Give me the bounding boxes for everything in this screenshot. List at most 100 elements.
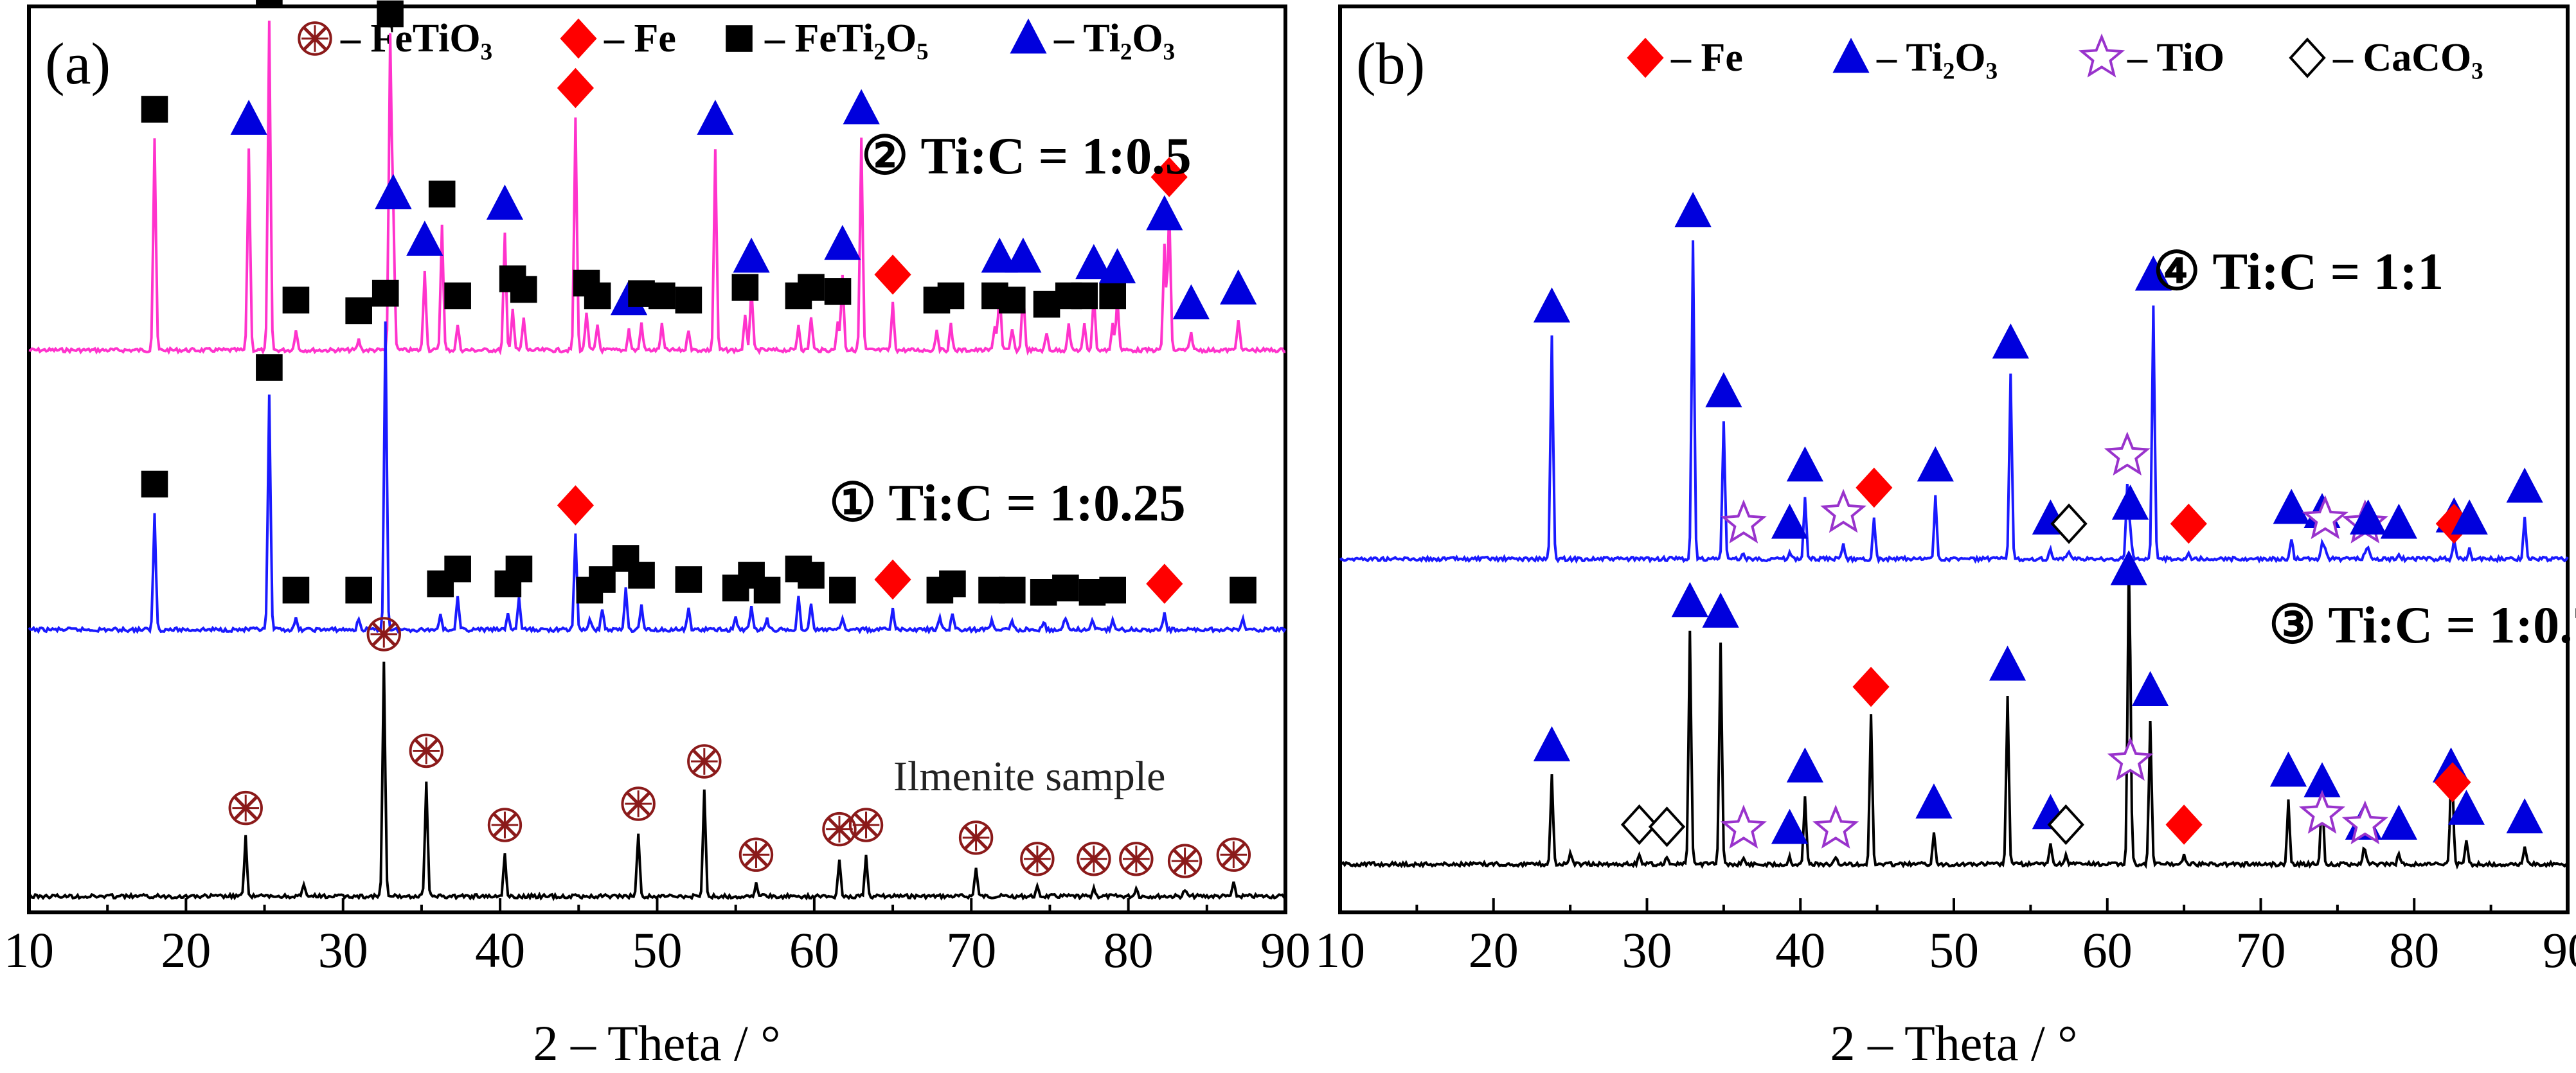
- legend-label-0-3: – Ti₂O₃: [1053, 17, 1175, 60]
- peak-marker-0-2-3: [409, 733, 443, 768]
- panel-b-frame: [1338, 4, 2570, 914]
- peak-marker-0-0-18: [648, 282, 675, 310]
- peak-marker-1-0-12: [2104, 431, 2151, 476]
- trace-0-1: [28, 321, 1287, 635]
- peak-marker-0-0-10: [486, 184, 524, 220]
- peak-marker-0-0-25: [824, 278, 852, 305]
- peak-marker-1-0-3: [1720, 499, 1767, 544]
- x-tick-label-1-1: 20: [1469, 922, 1519, 978]
- peak-marker-1-0-2: [1705, 372, 1742, 407]
- peak-marker-1-0-25: [2506, 467, 2543, 503]
- peak-marker-1-0-11: [2050, 503, 2088, 544]
- peak-marker-1-1-7: [1771, 808, 1809, 844]
- peak-marker-0-2-5: [621, 786, 656, 821]
- legend-marker-1-0: [1627, 37, 1664, 78]
- peak-marker-1-1-26: [2434, 762, 2471, 803]
- peak-marker-1-1-8: [1786, 747, 1824, 783]
- x-tick-label-0-4: 50: [632, 922, 683, 978]
- peak-marker-1-0-15: [2170, 503, 2207, 544]
- peak-marker-1-0-21: [2380, 503, 2417, 539]
- peak-marker-0-0-42: [1150, 157, 1188, 197]
- x-tick-label-1-4: 50: [1929, 922, 1979, 978]
- legend-label-0-2: – FeTi₂O₅: [764, 17, 929, 60]
- peak-marker-1-0-8: [1917, 446, 1954, 482]
- peak-marker-1-1-10: [1852, 666, 1890, 707]
- peak-marker-0-1-20: [829, 576, 856, 604]
- x-tick-label-1-7: 80: [2389, 922, 2439, 978]
- peak-marker-1-1-15: [2110, 550, 2147, 585]
- x-tick-label-1-3: 40: [1775, 922, 1825, 978]
- peak-marker-1-1-4: [1671, 581, 1708, 617]
- trace-1-0: [1339, 240, 2569, 565]
- peak-marker-0-2-14: [1167, 844, 1203, 878]
- panel-a: (a) – FeTiO₃ – Fe – FeTi₂O₅ – Ti₂O₃ ② Ti:C …: [4, 0, 1310, 1071]
- peak-marker-0-0-44: [1220, 269, 1257, 305]
- legend-label-1-3: – CaCO₃: [2332, 36, 2483, 80]
- peak-marker-0-2-11: [1020, 842, 1055, 876]
- peak-marker-0-0-33: [998, 287, 1026, 314]
- peak-marker-0-0-3: [282, 287, 310, 314]
- peak-marker-0-2-6: [687, 744, 722, 779]
- peak-marker-1-0-18: [2302, 495, 2348, 540]
- x-tick-label-1-5: 60: [2082, 922, 2133, 978]
- peak-marker-0-2-0: [228, 790, 263, 826]
- peak-marker-1-0-20: [2350, 499, 2387, 535]
- peak-marker-1-1-24: [2380, 804, 2417, 840]
- legend-marker-0-1: [560, 18, 597, 59]
- peak-marker-1-1-21: [2299, 790, 2345, 834]
- legend-marker-0-3: [1010, 18, 1047, 54]
- peak-marker-0-2-2: [366, 617, 401, 652]
- peak-marker-0-1-9: [557, 485, 595, 526]
- peak-marker-0-1-13: [628, 562, 655, 589]
- x-tick-label-0-5: 60: [789, 922, 839, 978]
- peak-marker-1-0-1: [1674, 191, 1712, 227]
- peak-marker-1-1-17: [2132, 671, 2169, 706]
- legend-label-0-0: – FeTiO₃: [340, 17, 492, 60]
- panel-b-x-title: 2 – Theta / °: [1830, 1015, 2077, 1071]
- peak-marker-1-1-5: [1702, 592, 1739, 628]
- peak-marker-1-0-14: [2134, 255, 2172, 291]
- peak-marker-0-1-31: [1230, 576, 1257, 604]
- peak-marker-0-0-43: [1172, 284, 1210, 319]
- panel-b-traces: [1339, 240, 2569, 870]
- peak-marker-0-0-40: [1098, 248, 1136, 283]
- peak-marker-0-0-7: [406, 220, 443, 256]
- peak-marker-0-0-32: [981, 237, 1018, 273]
- x-tick-label-0-8: 90: [1260, 922, 1310, 978]
- peak-marker-1-1-20: [2303, 762, 2341, 797]
- peak-marker-1-1-14: [2047, 804, 2084, 846]
- peak-marker-0-1-19: [798, 562, 825, 589]
- panel-a-markers: [141, 0, 1257, 878]
- peak-marker-1-1-23: [2341, 800, 2388, 845]
- peak-marker-1-0-5: [1786, 446, 1824, 482]
- peak-marker-0-0-39: [1099, 282, 1126, 310]
- peak-marker-0-1-30: [1146, 563, 1183, 604]
- panel-a-traces: [28, 21, 1287, 901]
- peak-marker-0-0-21: [731, 274, 759, 301]
- panel-b-markers: [1533, 191, 2543, 849]
- series-label-a-2: Ilmenite sample: [893, 753, 1165, 800]
- peak-marker-0-0-24: [798, 274, 825, 301]
- legend-marker-1-1: [1832, 37, 1870, 73]
- peak-marker-0-0-0: [141, 96, 168, 123]
- peak-marker-0-1-6: [444, 555, 471, 583]
- peak-marker-0-2-8: [822, 811, 857, 847]
- peak-marker-0-1-0: [141, 470, 168, 498]
- panel-a-x-axis: 10 20 30 40 50 60 70 80 90: [4, 898, 1310, 978]
- peak-marker-1-0-24: [2451, 499, 2488, 535]
- panel-b-legend: – Fe – Ti₂O₃ – TiO – CaCO₃: [1627, 33, 2483, 80]
- peak-marker-0-0-4: [345, 297, 372, 324]
- peak-marker-0-0-13: [557, 67, 595, 109]
- peak-marker-0-0-19: [675, 287, 702, 314]
- peak-marker-0-0-34: [1005, 237, 1042, 273]
- x-tick-label-1-0: 10: [1315, 922, 1365, 978]
- legend-label-1-1: – Ti₂O₃: [1876, 36, 1998, 80]
- x-tick-label-1-6: 70: [2236, 922, 2286, 978]
- peak-marker-1-0-0: [1533, 287, 1571, 323]
- peak-marker-1-0-16: [2273, 488, 2310, 524]
- peak-marker-0-0-41: [1146, 195, 1183, 231]
- peak-marker-0-1-17: [753, 576, 781, 604]
- peak-marker-0-0-30: [937, 282, 965, 310]
- legend-label-1-0: – Fe: [1670, 36, 1743, 80]
